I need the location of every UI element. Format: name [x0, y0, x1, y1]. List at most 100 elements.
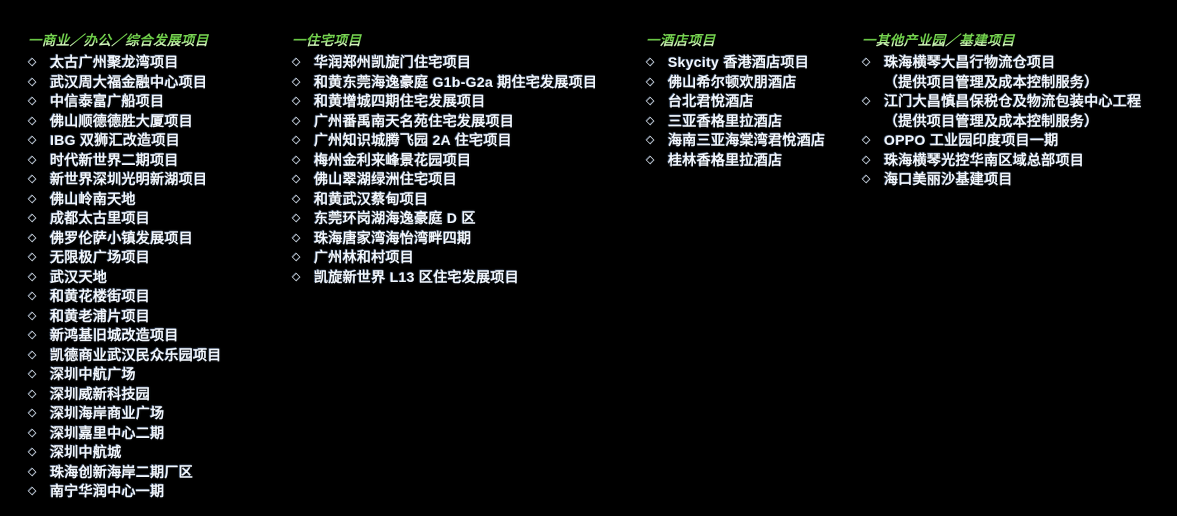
- diamond-bullet-icon: ◇: [292, 173, 301, 185]
- project-column-hotel: 一酒店项目 ◇ Skycity 香港酒店项目 ◇ 佛山希尔顿欢朋酒店 ◇ 台北君悅酒店 ◇ 三…: [646, 32, 856, 170]
- project-list-item: ◇ 广州番禹南天名苑住宅发展项目: [292, 112, 632, 132]
- diamond-bullet-icon: ◇: [646, 56, 655, 68]
- diamond-bullet-icon: ◇: [28, 95, 37, 107]
- project-name: 佛山翠湖绿洲住宅项目: [314, 171, 457, 187]
- project-column-residential: 一住宅项目 ◇ 华润郑州凯旋门住宅项目 ◇ 和黄东莞海逸豪庭 G1b-G2a 期住宅发…: [292, 32, 632, 287]
- project-name: 深圳嘉里中心二期: [50, 424, 165, 441]
- project-name: 珠海横琴大昌行物流仓项目: [884, 54, 1056, 70]
- project-list-item: ◇ 广州林和村项目: [292, 248, 632, 268]
- project-name: 珠海横琴光控华南区域总部项目: [884, 151, 1085, 168]
- project-list-item: ◇ 江门大昌慎昌保税仓及物流包装中心工程: [862, 92, 1162, 112]
- project-list-item: ◇ 新鸿基旧城改造项目: [28, 326, 286, 346]
- project-list: ◇ 珠海横琴大昌行物流仓项目 （提供项目管理及成本控制服务） ◇ 江门大昌慎昌保税仓及物…: [862, 53, 1162, 190]
- project-name: 和黄武汉蔡甸项目: [314, 190, 429, 207]
- project-name: 和黄老浦片项目: [50, 307, 151, 324]
- project-name: 江门大昌慎昌保税仓及物流包装中心工程: [884, 93, 1142, 109]
- project-list-item: ◇ IBG 双狮汇改造项目: [28, 131, 286, 151]
- project-name: Skycity 香港酒店项目: [668, 54, 810, 70]
- project-list-item: ◇ 和黄老浦片项目: [28, 307, 286, 327]
- project-list-item: ◇ 海南三亚海棠湾君悅酒店: [646, 131, 856, 151]
- project-list: ◇ 太古广州聚龙湾项目 ◇ 武汉周大福金融中心项目 ◇ 中信泰富广船项目 ◇ 佛山顺德德胜大厦…: [28, 53, 286, 502]
- project-list-item: ◇ 新世界深圳光明新湖项目: [28, 170, 286, 190]
- diamond-bullet-icon: ◇: [292, 95, 301, 107]
- project-list-item: ◇ 桂林香格里拉酒店: [646, 151, 856, 171]
- project-name: 华润郑州凯旋门住宅项目: [314, 54, 472, 70]
- project-service-note-text: （提供项目管理及成本控制服务）: [884, 112, 1099, 129]
- project-name: 广州林和村项目: [314, 249, 415, 265]
- project-name: 广州知识城腾飞园 2A 住宅项目: [314, 132, 512, 148]
- project-name: 三亚香格里拉酒店: [668, 112, 783, 129]
- project-list-item: ◇ 台北君悅酒店: [646, 92, 856, 112]
- diamond-bullet-icon: ◇: [292, 251, 301, 263]
- diamond-bullet-icon: ◇: [28, 56, 37, 68]
- project-service-note: （提供项目管理及成本控制服务）: [862, 112, 1162, 132]
- project-name: 新鸿基旧城改造项目: [50, 327, 179, 343]
- project-name: 珠海唐家湾海怡湾畔四期: [314, 229, 472, 246]
- project-name: 海南三亚海棠湾君悅酒店: [668, 132, 826, 148]
- project-list-item: ◇ 和黄增城四期住宅发展项目: [292, 92, 632, 112]
- project-name: 佛罗伦萨小镇发展项目: [50, 229, 193, 246]
- project-service-note-text: （提供项目管理及成本控制服务）: [884, 73, 1099, 90]
- project-list-item: ◇ 武汉周大福金融中心项目: [28, 73, 286, 93]
- diamond-bullet-icon: ◇: [28, 368, 37, 380]
- diamond-bullet-icon: ◇: [28, 465, 37, 478]
- project-list-item: ◇ 珠海唐家湾海怡湾畔四期: [292, 229, 632, 249]
- diamond-bullet-icon: ◇: [28, 329, 37, 341]
- project-list-item: ◇ OPPO 工业园印度项目一期: [862, 131, 1162, 151]
- project-list-item: ◇ 深圳嘉里中心二期: [28, 424, 286, 444]
- diamond-bullet-icon: ◇: [646, 75, 655, 88]
- project-list-item: ◇ 珠海横琴光控华南区域总部项目: [862, 151, 1162, 171]
- project-name: 佛山顺德德胜大厦项目: [50, 112, 193, 129]
- project-name: 太古广州聚龙湾项目: [50, 54, 179, 70]
- project-name: 佛山希尔顿欢朋酒店: [668, 73, 797, 90]
- diamond-bullet-icon: ◇: [862, 173, 871, 185]
- project-name: 时代新世界二期项目: [50, 151, 179, 168]
- project-list-item: ◇ 太古广州聚龙湾项目: [28, 53, 286, 73]
- diamond-bullet-icon: ◇: [28, 387, 37, 400]
- diamond-bullet-icon: ◇: [292, 153, 301, 166]
- diamond-bullet-icon: ◇: [28, 348, 37, 361]
- project-name: 武汉天地: [50, 268, 108, 285]
- project-list-item: ◇ 武汉天地: [28, 268, 286, 288]
- diamond-bullet-icon: ◇: [28, 134, 37, 146]
- diamond-bullet-icon: ◇: [28, 485, 37, 497]
- project-list-item: ◇ 和黄武汉蔡甸项目: [292, 190, 632, 210]
- project-list-item: ◇ 南宁华润中心一期: [28, 482, 286, 502]
- project-name: 佛山岭南天地: [50, 190, 136, 207]
- diamond-bullet-icon: ◇: [28, 173, 37, 185]
- project-list-item: ◇ 中信泰富广船项目: [28, 92, 286, 112]
- project-name: 桂林香格里拉酒店: [668, 151, 783, 168]
- project-name: 海口美丽沙基建项目: [884, 171, 1013, 187]
- project-list-item: ◇ 海口美丽沙基建项目: [862, 170, 1162, 190]
- project-name: IBG 双狮汇改造项目: [50, 132, 181, 148]
- project-name: 广州番禹南天名苑住宅发展项目: [314, 112, 515, 129]
- project-list-item: ◇ 和黄东莞海逸豪庭 G1b-G2a 期住宅发展项目: [292, 73, 632, 93]
- project-name: 深圳威新科技园: [50, 385, 151, 402]
- project-list-item: ◇ 成都太古里项目: [28, 209, 286, 229]
- project-column-other-industrial-infrastructure: 一其他产业园／基建项目 ◇ 珠海横琴大昌行物流仓项目 （提供项目管理及成本控制服务）…: [862, 32, 1162, 190]
- project-name: 新世界深圳光明新湖项目: [50, 171, 208, 187]
- diamond-bullet-icon: ◇: [862, 95, 871, 107]
- diamond-bullet-icon: ◇: [28, 270, 37, 283]
- project-name: 东莞环岗湖海逸豪庭 D 区: [314, 210, 476, 226]
- project-name: 和黄东莞海逸豪庭 G1b-G2a 期住宅发展项目: [314, 73, 598, 90]
- diamond-bullet-icon: ◇: [646, 153, 655, 166]
- project-list-item: ◇ 和黄花楼街项目: [28, 287, 286, 307]
- project-service-note: （提供项目管理及成本控制服务）: [862, 73, 1162, 93]
- project-list-item: ◇ 时代新世界二期项目: [28, 151, 286, 171]
- project-name: 和黄花楼街项目: [50, 288, 151, 304]
- project-name: 凯德商业武汉民众乐园项目: [50, 346, 222, 363]
- diamond-bullet-icon: ◇: [292, 192, 301, 205]
- diamond-bullet-icon: ◇: [292, 134, 301, 146]
- project-list-item: ◇ 佛山顺德德胜大厦项目: [28, 112, 286, 132]
- column-header: 一酒店项目: [646, 32, 856, 49]
- project-name: 成都太古里项目: [50, 210, 151, 226]
- project-list-item: ◇ 深圳中航广场: [28, 365, 286, 385]
- diamond-bullet-icon: ◇: [292, 231, 301, 244]
- diamond-bullet-icon: ◇: [862, 134, 871, 146]
- project-list-item: ◇ 深圳海岸商业广场: [28, 404, 286, 424]
- diamond-bullet-icon: ◇: [28, 290, 37, 302]
- column-header: 一住宅项目: [292, 32, 632, 49]
- diamond-bullet-icon: ◇: [28, 309, 37, 322]
- project-name: 深圳中航广场: [50, 366, 136, 382]
